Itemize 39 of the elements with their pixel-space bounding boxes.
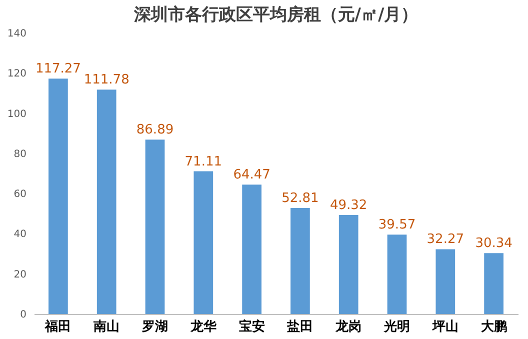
bar	[387, 234, 407, 314]
bar	[338, 215, 358, 314]
y-tick-label: 60	[14, 189, 26, 200]
data-label: 32.27	[426, 232, 464, 248]
data-label: 111.78	[84, 72, 130, 88]
x-tick-label: 龙华	[189, 320, 218, 334]
x-tick-label: 大鹏	[480, 320, 507, 334]
y-tick-label: 140	[7, 28, 26, 40]
y-tick-label: 120	[7, 68, 26, 80]
bar	[436, 249, 456, 314]
y-tick-label: 20	[14, 269, 26, 280]
bar	[96, 90, 116, 314]
bar	[290, 208, 310, 314]
data-label: 30.34	[475, 236, 512, 252]
data-label: 117.27	[35, 62, 81, 77]
bar	[145, 140, 165, 314]
x-tick-label: 福田	[44, 318, 72, 334]
data-label: 39.57	[378, 218, 416, 233]
data-label: 64.47	[233, 168, 270, 183]
chart-title: 深圳市各行政区平均房租（元/㎡/月）	[132, 5, 418, 25]
bar	[194, 171, 214, 314]
data-label: 49.32	[330, 198, 368, 214]
bar	[242, 184, 262, 314]
x-tick-label: 光明	[383, 320, 410, 334]
y-tick-label: 80	[14, 148, 26, 160]
x-tick-label: 南山	[92, 320, 120, 334]
x-tick-label: 盐田	[286, 318, 314, 334]
y-tick-label: 100	[7, 108, 26, 120]
x-tick-label: 龙岗	[334, 320, 362, 334]
data-label: 86.89	[136, 122, 174, 138]
data-label: 71.11	[184, 154, 222, 170]
y-tick-label: 0	[20, 310, 26, 320]
x-tick-label: 罗湖	[141, 320, 168, 334]
y-tick-label: 40	[14, 229, 26, 240]
x-tick-label: 宝安	[238, 318, 265, 334]
data-label: 52.81	[282, 191, 319, 206]
x-tick-label: 坪山	[431, 320, 458, 334]
bar	[48, 78, 68, 314]
bar	[484, 253, 504, 314]
